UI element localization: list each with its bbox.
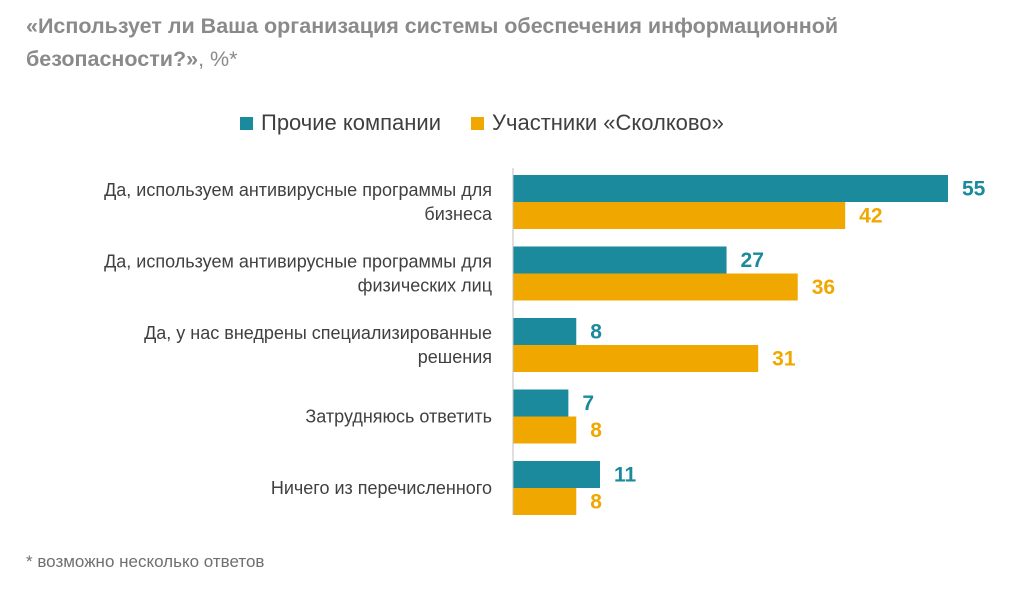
data-label-series-2: 42 [859, 205, 882, 228]
data-label-series-1: 8 [590, 321, 602, 344]
legend-swatch-series-2 [471, 116, 485, 130]
chart-legend: Прочие компании Участники «Сколково» [240, 110, 754, 136]
data-label-series-1: 27 [741, 249, 764, 272]
data-label-series-2: 36 [812, 276, 835, 299]
legend-item-series-2: Участники «Сколково» [471, 110, 724, 136]
category-label-line: физических лиц [358, 276, 492, 296]
footnote: * возможно несколько ответов [26, 552, 265, 571]
bar-series-1 [513, 389, 569, 417]
legend-label-series-1: Прочие компании [261, 110, 442, 135]
bar-series-2 [513, 273, 798, 301]
category-label-line: решения [418, 347, 492, 367]
bar-series-1 [513, 175, 948, 202]
category-label: Да, используем антивирусные программы дл… [104, 180, 493, 224]
chart-title-main: «Использует ли Ваша организация системы … [26, 14, 839, 71]
legend-item-series-1: Прочие компании [240, 110, 441, 136]
data-label-series-1: 7 [582, 392, 594, 415]
category-label: Да, используем антивирусные программы дл… [104, 252, 492, 296]
bar-series-1 [513, 461, 600, 488]
category-label-line: бизнеса [424, 204, 493, 224]
bar-series-1 [513, 318, 577, 345]
data-label-series-1: 55 [962, 178, 986, 201]
category-label: Ничего из перечисленного [271, 478, 492, 498]
category-label-line: Да, используем антивирусные программы дл… [104, 252, 492, 272]
bar-series-2 [513, 345, 759, 372]
legend-swatch-series-1 [240, 116, 253, 130]
category-label: Да, у нас внедрены специализированные реш… [144, 323, 492, 367]
category-label-line: Ничего из перечисленного [271, 478, 492, 498]
bar-series-2 [513, 202, 846, 229]
bar-series-2 [513, 416, 577, 444]
bar-series-1 [513, 246, 727, 274]
category-label-line: Да, у нас внедрены специализированные [144, 323, 492, 343]
bar-series-2 [513, 488, 577, 515]
data-label-series-2: 8 [590, 419, 602, 442]
data-label-series-2: 8 [590, 491, 602, 514]
chart-title: «Использует ли Ваша организация системы … [26, 10, 1016, 76]
category-label-line: Да, используем антивирусные программы дл… [104, 180, 492, 200]
category-label: Затрудняюсь ответить [305, 407, 492, 427]
data-label-series-2: 31 [772, 348, 796, 371]
chart-title-suffix: , %* [198, 47, 238, 71]
data-label-series-1: 11 [614, 464, 637, 487]
legend-label-series-2: Участники «Сколково» [492, 110, 724, 135]
category-label-line: Затрудняюсь ответить [305, 407, 492, 427]
